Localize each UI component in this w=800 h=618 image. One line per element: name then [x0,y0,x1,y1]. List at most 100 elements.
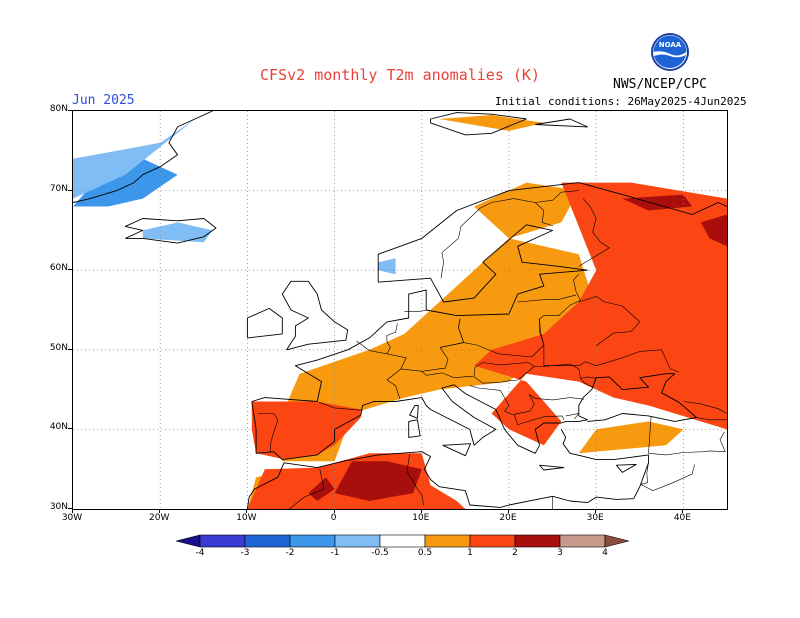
border-20 [440,198,514,279]
coastline-14 [535,118,588,128]
border-5 [421,362,593,388]
initial-conditions: Initial conditions: 26May2025-4Jun2025 [495,95,747,108]
colorbar-label: -3 [240,548,250,558]
lat-tick [68,428,72,430]
lon-tick [420,509,422,513]
lon-tick [508,509,509,513]
border-22 [535,190,579,203]
colorbar [175,534,630,548]
lon-tick-label: 0 [330,513,337,523]
coastline-0 [251,182,727,402]
lon-tick-label: 20E [499,513,517,523]
coastline-9 [442,443,472,457]
colorbar-label: -2 [285,548,295,558]
anomaly-region-6 [251,401,361,459]
anomaly-region-8 [334,461,422,501]
border-10 [469,385,514,416]
lon-tick [159,509,161,513]
lat-tick [68,110,72,111]
anomaly-region-5 [474,182,727,446]
coastline-7 [408,419,421,438]
lat-tick [68,269,72,271]
colorbar-high-arrow [604,534,630,548]
colorbar-segment [424,534,471,548]
lat-tick-label: 30N [49,502,68,512]
border-12 [514,394,535,415]
anomaly-region-1 [474,182,579,239]
border-16 [539,318,680,373]
border-26 [640,462,649,485]
border-27 [640,464,695,492]
colorbar-label: 1 [467,548,473,558]
border-23 [404,309,429,312]
colorbar-segment [334,534,381,548]
lat-tick-label: 50N [49,342,68,353]
border-13 [513,414,565,425]
border-7 [458,318,464,343]
lat-tick [68,189,72,191]
colorbar-label: 0.5 [417,548,433,558]
lat-tick [68,508,72,509]
border-30 [406,454,424,506]
lon-tick [682,509,684,513]
chart-title: CFSv2 monthly T2m anomalies (K) [260,66,540,84]
lon-tick-label: 10W [236,513,257,523]
border-24 [565,413,580,420]
colorbar-label: 3 [557,548,563,558]
agency-label: NWS/NCEP/CPC [613,77,707,92]
anomaly-region-10 [622,194,693,211]
border-9 [473,366,535,384]
border-8 [531,315,545,358]
border-25 [648,416,726,456]
coastline-1 [251,373,697,461]
lon-tick-label: 30W [61,513,83,523]
border-6 [440,342,532,358]
lat-tick-label: 70N [49,183,68,194]
colorbar-label: -0.5 [371,548,389,558]
border-31 [288,469,325,509]
anomaly-region-11 [700,214,727,247]
colorbar-segment [514,534,561,548]
coastline-13 [430,112,527,136]
colorbar-low-arrow [175,534,201,548]
anomaly-region-9 [308,477,335,501]
anomaly-region-14 [142,222,213,243]
coastline-5 [246,307,283,339]
lon-tick-label: 20W [149,513,170,523]
anomaly-map [72,110,728,510]
country-borders [257,190,727,509]
noaa-logo: NOAA [651,33,689,71]
colorbar-segment [559,534,606,548]
lon-tick [72,509,73,513]
border-21 [513,198,553,226]
forecast-month: Jun 2025 [72,93,135,108]
colorbar-label: -4 [195,548,205,558]
colorbar-segment [199,534,246,548]
graticule [73,111,727,509]
border-2 [356,340,407,400]
lon-tick [595,509,597,513]
noaa-logo-text: NOAA [659,41,682,49]
border-11 [528,394,585,401]
lat-tick-label: 40N [49,422,68,433]
coastline-10 [539,464,565,471]
anomaly-region-3 [578,421,684,454]
colorbar-segment [244,534,291,548]
border-29 [696,417,727,421]
coastline-6 [124,218,217,244]
lon-tick [333,509,335,513]
lat-tick-label: 60N [49,263,68,274]
coastline-3 [246,451,501,509]
lat-tick [68,348,72,350]
border-14 [543,273,581,316]
lon-tick [246,509,248,513]
coastline-11 [615,463,637,473]
coastline-4 [281,280,349,351]
coastline-8 [409,405,419,419]
border-19 [578,198,610,267]
border-3 [386,323,398,354]
lat-tick-label: 80N [49,104,68,114]
border-15 [517,294,577,303]
colorbar-segment [469,534,516,548]
anomaly-region-13 [73,119,196,199]
